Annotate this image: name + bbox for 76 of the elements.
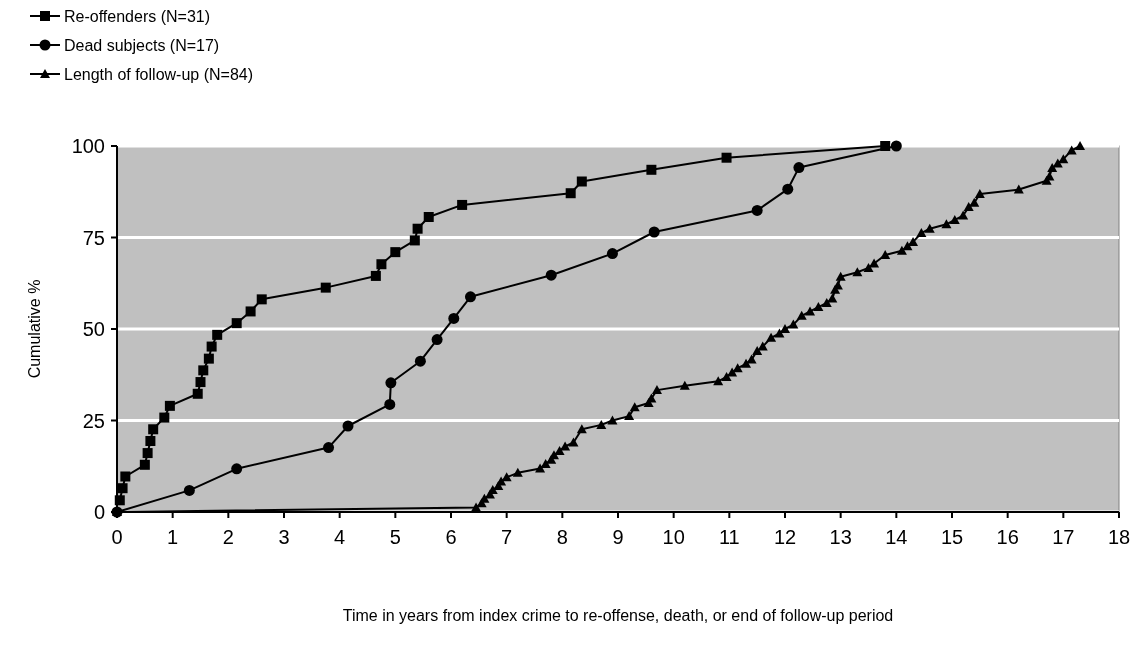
point [120,471,131,482]
x-tick-label: 15 [940,526,964,548]
point [212,329,223,340]
x-tick-label: 16 [996,526,1019,548]
point [142,448,153,459]
point [159,412,170,423]
x-tick-label: 3 [278,526,290,548]
point [565,188,576,199]
point [390,247,401,258]
x-tick-label: 6 [445,526,457,548]
x-tick-label: 18 [1107,526,1131,548]
point [195,377,206,388]
x-axis-title: Time in years from index crime to re-offense, death, or end of follow-up period [342,607,894,624]
point [648,226,660,238]
point [114,495,125,506]
x-tick-label: 4 [334,526,346,548]
point [323,442,335,454]
point [183,484,195,496]
x-tick-label: 5 [389,526,401,548]
x-tick-label: 10 [662,526,685,548]
point [545,269,557,281]
legend-label: Dead subjects (N=17) [64,36,220,54]
y-tick-label: 75 [82,226,105,249]
point [203,353,214,364]
x-tick-label: 0 [111,526,123,548]
point [206,341,217,352]
x-tick-label: 13 [829,526,852,548]
point [148,424,159,435]
y-tick-label: 0 [93,501,105,523]
point [370,270,381,281]
point [376,259,387,270]
point [431,334,443,346]
point [890,140,902,152]
point [117,483,128,494]
point [231,318,242,329]
point [384,398,396,410]
point [457,199,468,210]
point [751,204,763,216]
x-tick-label: 2 [222,526,234,548]
point [576,176,587,187]
point [139,459,150,470]
x-tick-label: 9 [612,526,624,548]
x-tick-label: 1 [167,526,179,548]
point [256,294,267,305]
point [320,282,331,293]
point [606,248,618,260]
point [245,306,256,317]
point [145,436,156,446]
legend-label: Length of follow-up (N=84) [64,65,253,83]
point [793,162,805,174]
legend-label: Re-offenders (N=31) [64,7,210,25]
y-tick-label: 100 [71,135,105,157]
x-tick-label: 7 [501,526,513,548]
point [412,223,423,234]
y-axis-title: Cumulative % [26,279,43,379]
y-tick-label: 50 [82,318,105,340]
point [782,183,794,195]
point [721,152,732,163]
point [646,164,657,175]
x-tick-label: 17 [1052,526,1075,548]
point [198,365,209,376]
y-tick-label: 25 [82,409,105,432]
point [414,355,426,367]
point [409,235,420,246]
x-tick-label: 14 [885,526,908,548]
point [192,388,203,399]
point [231,463,243,475]
point [464,291,476,303]
point [342,420,354,432]
point [423,212,434,222]
point [164,400,175,411]
x-tick-label: 12 [773,526,797,548]
x-tick-label: 11 [718,526,740,548]
x-tick-label: 8 [556,526,568,548]
point [385,377,397,389]
point [448,312,460,324]
